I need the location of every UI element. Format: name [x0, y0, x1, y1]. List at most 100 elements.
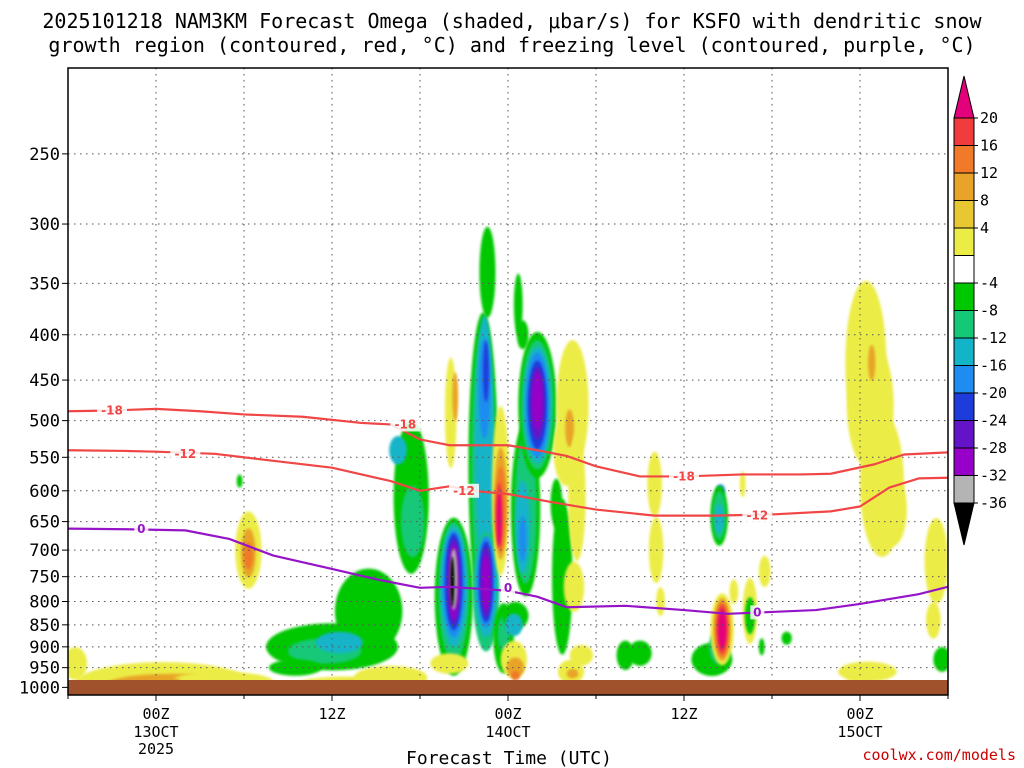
- contour--18: [68, 407, 948, 478]
- y-tick-label: 900: [29, 638, 60, 658]
- contour-label-bg: [669, 469, 699, 484]
- chart-title-line2: growth region (contoured, red, °C) and f…: [48, 33, 975, 57]
- omega-blob: [714, 503, 724, 534]
- x-tick-label: 00Z: [142, 705, 169, 723]
- y-tick-label: 600: [29, 482, 60, 502]
- y-tick-label: 300: [29, 215, 60, 235]
- omega-blob: [244, 542, 253, 570]
- y-axis-ticks: 2503003504004505005506006507007508008509…: [19, 145, 68, 698]
- omega-blob: [389, 435, 407, 465]
- contour-label: -18: [101, 403, 123, 417]
- y-tick-label: 750: [29, 568, 60, 588]
- colorbar-label: -4: [980, 274, 998, 292]
- colorbar-box: [953, 310, 975, 339]
- omega-shading: [68, 226, 948, 695]
- contour-label: 0: [753, 605, 761, 619]
- omega-blob: [647, 451, 663, 518]
- y-tick-label: 650: [29, 513, 60, 533]
- contour-label: -18: [394, 417, 416, 431]
- omega-blob: [718, 609, 727, 650]
- y-tick-label: 450: [29, 371, 60, 391]
- contour-label: -12: [746, 509, 768, 523]
- omega-blob: [845, 669, 869, 682]
- colorbar-label: -20: [980, 384, 1007, 402]
- colorbar-box: [953, 365, 975, 394]
- omega-blob: [400, 485, 425, 558]
- x-tick-date: 14OCT: [485, 723, 530, 741]
- chart-title-line1: 2025101218 NAM3KM Forecast Omega (shaded…: [42, 9, 982, 33]
- contour-label: 0: [137, 522, 145, 536]
- terrain-ground: [68, 680, 948, 695]
- colorbar-label: 8: [980, 192, 989, 210]
- omega-blob: [483, 340, 489, 403]
- x-tick-date: 13OCT: [133, 723, 178, 741]
- contour-label-bg: [97, 403, 127, 418]
- omega-blob: [838, 661, 897, 682]
- contour--12: [68, 449, 948, 517]
- colorbar-label: -36: [980, 494, 1007, 512]
- colorbar-box: [953, 282, 975, 311]
- omega-blob: [926, 601, 941, 639]
- x-tick-label: 12Z: [318, 705, 345, 723]
- x-tick-year: 2025: [138, 740, 174, 758]
- colorbar-label: -12: [980, 329, 1007, 347]
- colorbar-label: 20: [980, 109, 998, 127]
- y-tick-label: 350: [29, 274, 60, 294]
- omega-blob: [430, 653, 469, 674]
- contour-0: [68, 527, 948, 615]
- omega-blob: [933, 647, 948, 672]
- contour-label-bg: [134, 522, 149, 537]
- colorbar-arrow-bottom: [953, 502, 975, 546]
- omega-blob: [450, 556, 455, 608]
- omega-blob: [479, 226, 496, 318]
- omega-blob: [452, 372, 459, 422]
- colorbar-label: -24: [980, 412, 1007, 430]
- y-tick-label: 950: [29, 659, 60, 679]
- grid-lines: [68, 68, 948, 695]
- y-tick-label: 850: [29, 616, 60, 636]
- colorbar-label: -28: [980, 439, 1007, 457]
- colorbar-box: [953, 255, 975, 284]
- x-tick-date: 15OCT: [837, 723, 882, 741]
- colorbar-label: 16: [980, 137, 998, 155]
- omega-blob: [481, 553, 491, 610]
- colorbar-arrow-top: [953, 75, 975, 119]
- omega-blob: [315, 631, 363, 654]
- x-tick-label: 12Z: [670, 705, 697, 723]
- omega-blob: [334, 568, 403, 654]
- contour-label-bg: [742, 508, 773, 523]
- y-tick-label: 250: [29, 145, 60, 165]
- omega-blob: [758, 638, 765, 656]
- omega-blob: [497, 491, 502, 546]
- contour-label: -18: [673, 469, 695, 483]
- omega-blob: [868, 344, 876, 381]
- credit-link[interactable]: coolwx.com/models: [862, 746, 1016, 764]
- colorbar-box: [953, 117, 975, 146]
- contour-label: 0: [504, 581, 512, 595]
- omega-blob: [68, 647, 88, 680]
- omega-blob: [510, 670, 520, 681]
- colorbar: 20 16 12 8 4 -4 -8 -12 -16 -20 -24 -28 -32 -36: [953, 75, 1007, 546]
- colorbar-box: [953, 420, 975, 449]
- contour-label-bg: [170, 446, 201, 461]
- contour-label-bg: [501, 580, 515, 595]
- temperature-contours: -18 -18 -18 -12 -12 -12 0 0 0: [68, 403, 948, 620]
- omega-blob: [781, 631, 792, 645]
- colorbar-box: [953, 392, 975, 421]
- y-tick-label: 700: [29, 541, 60, 561]
- colorbar-label: -16: [980, 357, 1007, 375]
- colorbar-label: 12: [980, 164, 998, 182]
- colorbar-box: [953, 172, 975, 201]
- colorbar-box: [953, 145, 975, 174]
- y-tick-label: 800: [29, 593, 60, 613]
- omega-blob: [519, 516, 527, 562]
- omega-blob: [268, 659, 322, 676]
- omega-blob: [566, 668, 579, 679]
- x-tick-label: 00Z: [846, 705, 873, 723]
- y-tick-label: 400: [29, 326, 60, 346]
- omega-blob: [532, 372, 543, 430]
- omega-blob: [505, 613, 523, 637]
- omega-blob: [563, 561, 585, 612]
